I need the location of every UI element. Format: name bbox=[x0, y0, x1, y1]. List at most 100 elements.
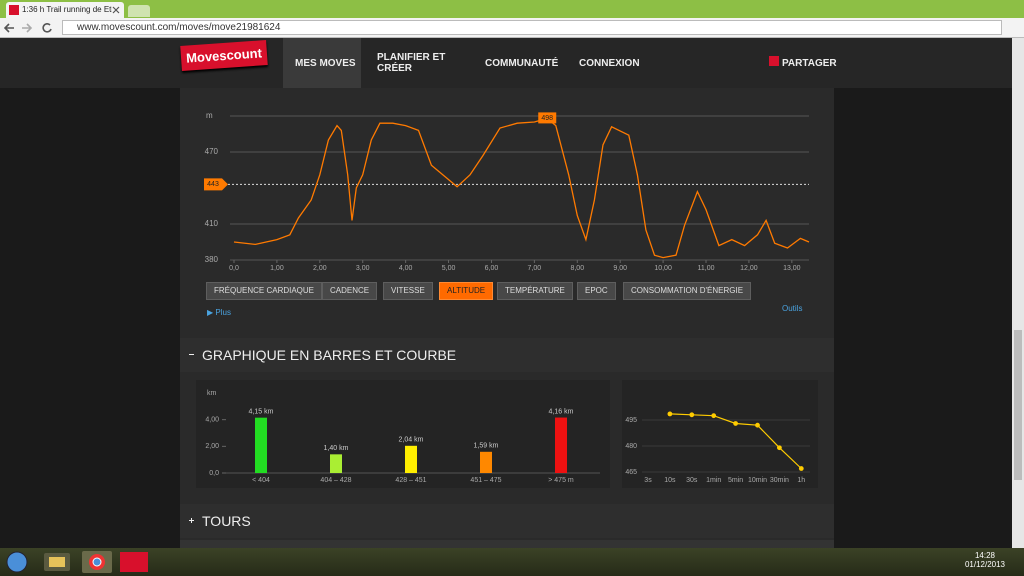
date: 01/12/2013 bbox=[964, 560, 1006, 569]
metric-button[interactable]: EPOC bbox=[577, 282, 616, 300]
x-tick-label: 0,0 bbox=[229, 265, 239, 272]
y-tick-label: 410 bbox=[205, 219, 219, 228]
x-tick-label: 10s bbox=[664, 477, 676, 484]
curve-point bbox=[798, 466, 804, 471]
clock[interactable]: 14:28 01/12/2013 bbox=[960, 551, 1010, 569]
expand-icon bbox=[191, 518, 192, 523]
x-tick-label: 3,00 bbox=[356, 265, 370, 272]
share-icon bbox=[769, 56, 779, 66]
new-tab[interactable] bbox=[128, 5, 150, 17]
tab-icon bbox=[9, 5, 19, 15]
x-tick-label: 2,00 bbox=[313, 265, 327, 272]
nav-buttons[interactable] bbox=[4, 21, 56, 35]
scroll-thumb[interactable] bbox=[1014, 330, 1022, 480]
metric-button[interactable]: VITESSE bbox=[383, 282, 433, 300]
section-header[interactable]: GRAPHIQUE EN BARRES ET COURBE bbox=[180, 338, 834, 372]
nav-item[interactable]: COMMUNAUTÉ bbox=[485, 57, 559, 69]
nav-item[interactable]: MES MOVES bbox=[295, 57, 356, 69]
x-tick-label: 5min bbox=[728, 477, 743, 484]
browser-tab[interactable]: 1:36 h Trail running de Eti bbox=[6, 2, 124, 18]
bar bbox=[255, 417, 267, 473]
x-tick-label: 4,00 bbox=[399, 265, 413, 272]
tab-close[interactable] bbox=[112, 2, 120, 18]
x-tick-label: 9,00 bbox=[613, 265, 627, 272]
url: www.movescount.com/moves/move21981624 bbox=[77, 22, 281, 33]
x-tick-label: 10,00 bbox=[654, 265, 672, 272]
browser-frame bbox=[0, 0, 1024, 18]
bar-value-label: 1,59 km bbox=[474, 443, 499, 450]
average-tag bbox=[204, 178, 228, 191]
url-field[interactable]: www.movescount.com/moves/move21981624 bbox=[62, 20, 1002, 35]
curve-point bbox=[733, 421, 738, 426]
curve-chart-box bbox=[622, 380, 818, 488]
max-label: 498 bbox=[541, 115, 553, 122]
metric-button[interactable]: CADENCE bbox=[322, 282, 378, 300]
y-tick-label: 470 bbox=[205, 147, 219, 156]
metric-button[interactable]: CONSOMMATION D'ÉNERGIE bbox=[623, 282, 752, 300]
curve-point bbox=[667, 411, 673, 417]
x-tick-label: < 404 bbox=[252, 477, 270, 484]
address-bar: www.movescount.com/moves/move21981624 bbox=[0, 18, 1024, 38]
tab-title: 1:36 h Trail running de Eti bbox=[22, 5, 112, 14]
y-tick-label: 0,0 bbox=[209, 470, 219, 477]
taskbar-icons[interactable] bbox=[0, 548, 160, 576]
x-tick-label: 13,00 bbox=[783, 265, 801, 272]
bar bbox=[405, 445, 417, 473]
metric-button[interactable]: ALTITUDE bbox=[439, 282, 494, 300]
next-section bbox=[180, 540, 834, 548]
x-tick-label: 1,00 bbox=[270, 265, 284, 272]
curve-point bbox=[689, 412, 695, 418]
more-text: Plus bbox=[215, 308, 231, 317]
section-header[interactable]: TOURS bbox=[180, 504, 834, 538]
x-tick-label: 12,00 bbox=[740, 265, 758, 272]
nav-active-bg bbox=[283, 38, 361, 88]
y-unit: km bbox=[207, 390, 217, 397]
x-tick-label: 404 – 428 bbox=[320, 477, 351, 484]
site-nav: Movescount MES MOVES PLANIFIER ET CRÉER … bbox=[0, 38, 1012, 88]
x-tick-label: 30s bbox=[686, 477, 698, 484]
x-tick-label: 6,00 bbox=[485, 265, 499, 272]
x-tick-label: 10min bbox=[748, 477, 767, 484]
x-tick-label: 1h bbox=[797, 477, 805, 484]
bar-value-label: 4,15 km bbox=[249, 409, 274, 416]
nav-item[interactable]: PLANIFIER ET CRÉER bbox=[377, 52, 446, 74]
y-tick-label: 465 bbox=[625, 469, 637, 476]
bar-value-label: 4,16 km bbox=[549, 408, 574, 415]
x-tick-label: 428 – 451 bbox=[395, 477, 426, 484]
curve-point bbox=[711, 413, 717, 419]
section-title: GRAPHIQUE EN BARRES ET COURBE bbox=[202, 347, 457, 363]
y-tick-label: 380 bbox=[205, 255, 219, 264]
bar bbox=[480, 451, 492, 473]
metric-button[interactable]: FRÉQUENCE CARDIAQUE bbox=[206, 282, 323, 300]
y-tick-label: 2,00 bbox=[205, 443, 219, 450]
y-tick-label: 495 bbox=[625, 417, 637, 424]
x-tick-label: 30min bbox=[770, 477, 789, 484]
curve-point bbox=[755, 422, 760, 428]
x-tick-label: 451 – 475 bbox=[470, 477, 501, 484]
x-tick-label: 1min bbox=[706, 477, 721, 484]
more-link[interactable]: ▶ Plus bbox=[207, 308, 231, 317]
average-label: 443 bbox=[207, 181, 219, 188]
bar-value-label: 2,04 km bbox=[399, 437, 424, 444]
section-title: TOURS bbox=[202, 513, 251, 529]
tools-link[interactable]: Outils bbox=[782, 304, 803, 313]
x-tick-label: 5,00 bbox=[442, 265, 456, 272]
x-tick-label: > 475 m bbox=[548, 477, 574, 484]
metric-button[interactable]: TEMPÉRATURE bbox=[497, 282, 573, 300]
nav-item[interactable]: CONNEXION bbox=[579, 57, 640, 69]
share-button[interactable]: PARTAGER bbox=[782, 57, 837, 69]
x-tick-label: 7,00 bbox=[528, 265, 542, 272]
bar bbox=[330, 454, 342, 473]
max-tag bbox=[538, 112, 557, 124]
bar-value-label: 1,40 km bbox=[324, 445, 349, 452]
bar bbox=[555, 417, 567, 473]
altitude-line bbox=[233, 117, 810, 259]
taskbar: 14:28 01/12/2013 bbox=[0, 548, 1024, 576]
x-tick-label: 8,00 bbox=[570, 265, 584, 272]
y-tick-label: 480 bbox=[625, 443, 637, 450]
x-tick-label: 11,00 bbox=[698, 265, 715, 272]
y-tick-label: 4,00 bbox=[205, 417, 219, 424]
